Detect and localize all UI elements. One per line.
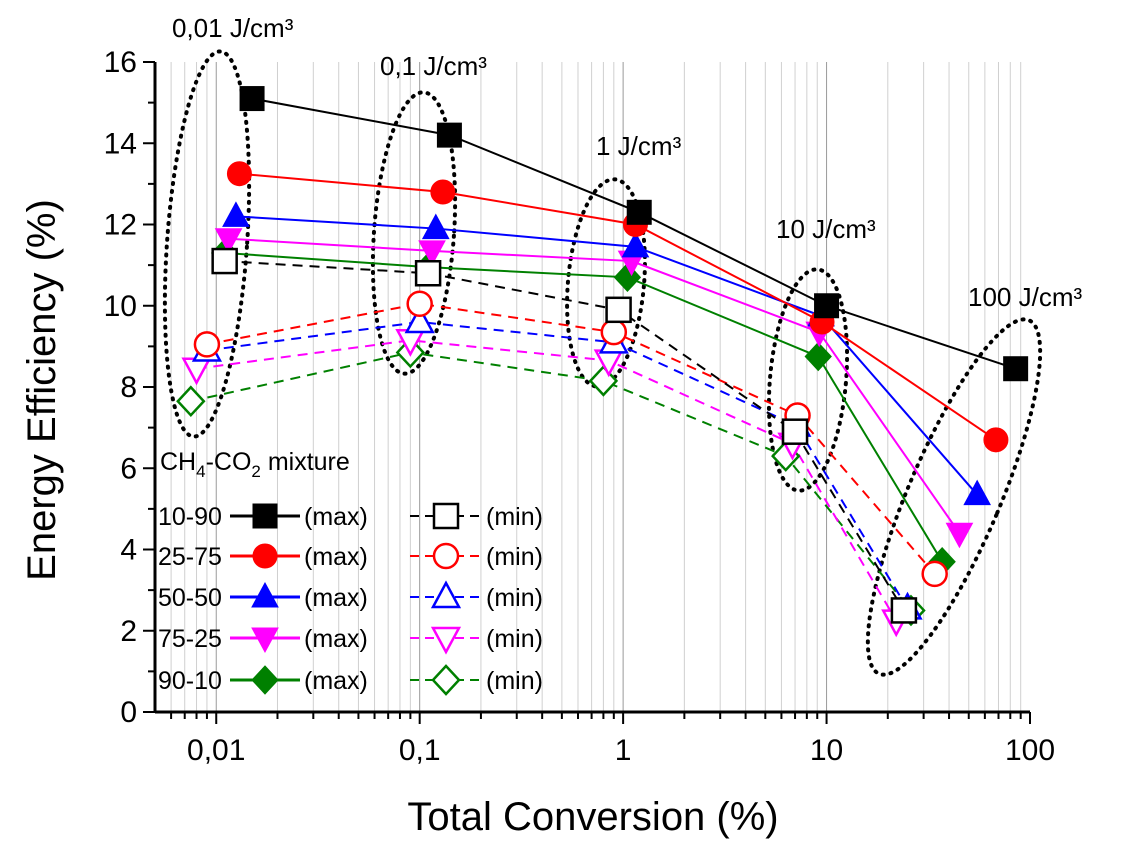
y-tick-label: 14 [104, 127, 137, 160]
legend-mixture-label: 50-50 [158, 584, 222, 612]
legend-row-50-50: 50-50 (max) (min) [158, 580, 543, 612]
legend-max-marker [252, 503, 278, 529]
legend-min-marker [430, 580, 462, 609]
legend-mixture-label: 10-90 [158, 503, 222, 531]
point-10-90-min [781, 418, 809, 445]
x-tick-label: 0,01 [187, 734, 245, 767]
x-tick-label: 10 [810, 734, 843, 767]
legend-max-marker [251, 581, 279, 608]
point-10-90-max [814, 293, 840, 319]
point-75-25-max [214, 228, 243, 254]
annotation-0.01: 0,01 J/cm³ [172, 13, 294, 43]
energy-ellipse-2 [565, 177, 647, 389]
legend-row-90-10: 90-10 (max) (min) [158, 664, 543, 696]
legend-row-10-90: 10-90 (max) (min) [158, 502, 543, 531]
point-10-90-max [239, 86, 265, 112]
legend-min-marker [431, 664, 461, 696]
series-75-25-min-line [196, 339, 898, 622]
point-10-90-min [605, 296, 632, 324]
annotation-1: 1 J/cm³ [596, 131, 682, 161]
legend-max-label: (max) [304, 543, 368, 571]
y-tick-label: 12 [104, 209, 137, 242]
legend-min-label: (min) [486, 625, 543, 653]
legend-min-label: (min) [486, 503, 543, 531]
point-25-75-min [193, 331, 221, 358]
legend: CH4-CO2 mixture 10-90 (max) (min) 25-75 (max… [158, 448, 543, 696]
legend-max-label: (max) [304, 503, 368, 531]
point-10-90-max [436, 122, 462, 148]
y-tick-label: 8 [120, 371, 137, 404]
point-50-50-max [222, 201, 250, 227]
series-90-10-min-line [190, 351, 912, 612]
point-50-50-max [963, 479, 992, 506]
point-10-90-min [211, 247, 238, 275]
point-10-90-max [1003, 356, 1029, 382]
point-90-10-max [804, 341, 832, 372]
annotations: 0,01 J/cm³ 0,1 J/cm³ 1 J/cm³ 10 J/cm³ 10… [172, 13, 1082, 312]
y-axis-title: Energy Efficiency (%) [20, 199, 64, 581]
point-10-90-max [626, 199, 652, 225]
legend-mixture-label: 75-25 [158, 625, 222, 653]
legend-max-label: (max) [304, 625, 368, 653]
legend-min-marker [430, 626, 462, 655]
annotation-10: 10 J/cm³ [776, 214, 876, 244]
legend-row-75-25: 75-25 (max) (min) [158, 625, 543, 655]
point-25-75-max [226, 161, 252, 187]
energy-ellipse-0 [162, 49, 252, 439]
point-75-25-min [181, 357, 212, 386]
point-50-50-max [421, 213, 450, 240]
legend-max-marker [252, 543, 278, 569]
legend-title: CH4-CO2 mixture [160, 448, 350, 481]
energy-density-ellipses [162, 49, 1043, 677]
y-tick-label: 6 [120, 452, 137, 485]
point-50-50-min [404, 305, 435, 334]
x-tick-label: 100 [1005, 734, 1055, 767]
series-layer [176, 86, 1029, 638]
legend-min-label: (min) [486, 584, 543, 612]
y-tick-label: 0 [120, 696, 137, 729]
point-25-75-min [921, 560, 948, 588]
point-90-10-min [176, 385, 206, 418]
legend-min-label: (min) [486, 543, 543, 571]
point-25-75-min [600, 318, 628, 346]
legend-min-marker [432, 542, 460, 570]
energy-ellipse-1 [370, 90, 458, 376]
y-tick-label: 2 [120, 615, 137, 648]
annotation-100: 100 J/cm³ [968, 282, 1082, 312]
point-50-50-max [621, 231, 650, 258]
point-10-90-min [890, 597, 918, 624]
legend-row-25-75: 25-75 (max) (min) [158, 542, 543, 571]
y-tick-label: 10 [104, 290, 137, 323]
x-axis-title: Total Conversion (%) [407, 795, 778, 839]
legend-mixture-label: 25-75 [158, 543, 222, 571]
point-25-75-max [430, 179, 456, 205]
legend-max-label: (max) [304, 667, 368, 695]
y-tick-label: 4 [120, 534, 137, 567]
grid [170, 62, 1022, 712]
y-tick-label: 16 [104, 46, 137, 79]
point-75-25-max [945, 522, 974, 549]
point-75-25-max [418, 240, 446, 266]
series-10-90-markers [211, 86, 1029, 624]
legend-max-marker [251, 665, 279, 695]
energy-ellipse-3 [766, 267, 850, 493]
point-10-90-min [414, 260, 442, 287]
point-25-75-max [983, 427, 1009, 453]
point-90-10-min [588, 365, 619, 397]
x-tick-label: 0,1 [399, 734, 441, 767]
legend-rows: 10-90 (max) (min) 25-75 (max) (min) 50-50 (max)… [158, 502, 543, 696]
point-25-75-min [406, 290, 433, 317]
legend-max-label: (max) [304, 584, 368, 612]
legend-min-marker [432, 502, 460, 530]
legend-min-label: (min) [486, 667, 543, 695]
annotation-0.1: 0,1 J/cm³ [380, 51, 487, 81]
x-tick-label: 1 [615, 734, 632, 767]
legend-mixture-label: 90-10 [158, 667, 222, 695]
axes: 0,01 0,1 1 10 100 0 2 4 6 8 10 12 14 16 [104, 46, 1055, 767]
legend-max-marker [251, 627, 279, 654]
energy-ellipse-4 [865, 317, 1043, 677]
